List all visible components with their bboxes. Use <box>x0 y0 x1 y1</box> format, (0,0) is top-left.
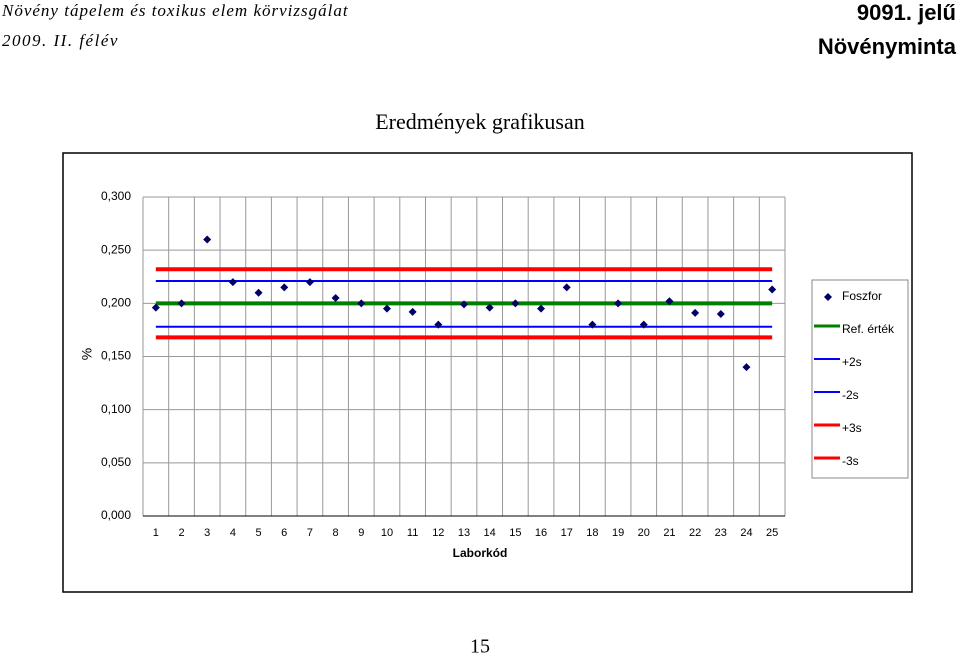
x-tick-label: 12 <box>432 527 444 539</box>
x-tick-label: 3 <box>204 527 210 539</box>
x-tick-label: 7 <box>307 527 313 539</box>
data-point <box>665 297 674 306</box>
x-tick-label: 15 <box>509 527 521 539</box>
data-point <box>228 278 237 287</box>
data-point <box>460 300 468 309</box>
header-right-title: 9091. jelű <box>857 0 956 25</box>
data-point <box>254 288 263 297</box>
data-point <box>511 299 520 308</box>
data-point <box>614 299 623 308</box>
y-tick-label: 0,000 <box>101 508 131 522</box>
x-tick-label: 25 <box>766 527 778 539</box>
x-tick-label: 21 <box>663 527 675 539</box>
x-tick-label: 2 <box>178 527 184 539</box>
page-number: 15 <box>470 636 490 657</box>
header-left-title: Növény tápelem és toxikus elem körvizsgá… <box>1 1 349 20</box>
data-point <box>639 320 648 329</box>
y-tick-label: 0,200 <box>101 296 131 310</box>
legend-label: -2s <box>842 388 859 402</box>
x-tick-label: 24 <box>740 527 752 539</box>
data-point <box>588 320 597 329</box>
data-point <box>382 304 391 313</box>
x-tick-label: 5 <box>255 527 261 539</box>
legend-box <box>811 279 909 479</box>
data-point <box>768 285 777 294</box>
x-tick-label: 18 <box>586 527 598 539</box>
x-tick-label: 22 <box>689 527 701 539</box>
y-tick-label: 0,150 <box>101 349 131 363</box>
x-tick-label: 11 <box>407 527 418 539</box>
x-tick-label: 20 <box>638 527 650 539</box>
x-axis-label: Laborkód <box>453 546 508 560</box>
data-point <box>485 303 494 312</box>
x-tick-label: 14 <box>484 527 496 539</box>
data-point <box>537 304 546 313</box>
x-tick-label: 8 <box>333 527 339 539</box>
x-tick-label: 13 <box>458 527 470 539</box>
data-point <box>691 308 700 317</box>
y-tick-label: 0,050 <box>101 455 131 469</box>
y-tick-label: 0,250 <box>101 242 131 256</box>
data-point <box>408 307 417 316</box>
header-right-subtitle: Növényminta <box>818 34 957 59</box>
data-point <box>434 320 443 329</box>
x-tick-label: 19 <box>612 527 624 539</box>
data-point <box>280 283 289 292</box>
header-left-subtitle: 2009. II. félév <box>2 31 119 50</box>
x-tick-label: 4 <box>230 527 236 539</box>
legend-label: +3s <box>842 421 862 435</box>
legend-label: -3s <box>842 454 859 468</box>
chart-title: Eredmények grafikusan <box>375 109 585 134</box>
data-point <box>716 309 725 318</box>
legend-label: Ref. érték <box>842 322 895 336</box>
x-tick-label: 1 <box>153 527 159 539</box>
y-axis-label: % <box>79 348 95 360</box>
legend-label: Foszfor <box>842 289 882 303</box>
data-point <box>203 235 212 244</box>
data-point <box>305 278 314 287</box>
x-tick-label: 10 <box>381 527 393 539</box>
data-point <box>151 303 160 312</box>
x-tick-label: 17 <box>561 527 573 539</box>
x-tick-label: 6 <box>281 527 287 539</box>
x-tick-label: 23 <box>715 527 727 539</box>
data-point <box>742 363 751 372</box>
x-tick-label: 16 <box>535 527 547 539</box>
data-point <box>177 299 186 308</box>
y-tick-label: 0,100 <box>101 402 131 416</box>
legend-label: +2s <box>842 355 862 369</box>
chart-frame <box>62 152 913 593</box>
data-point <box>562 283 571 292</box>
y-tick-label: 0,300 <box>101 189 131 203</box>
data-point <box>331 294 340 303</box>
legend-marker <box>824 293 832 301</box>
x-tick-label: 9 <box>358 527 364 539</box>
data-point <box>357 299 366 308</box>
